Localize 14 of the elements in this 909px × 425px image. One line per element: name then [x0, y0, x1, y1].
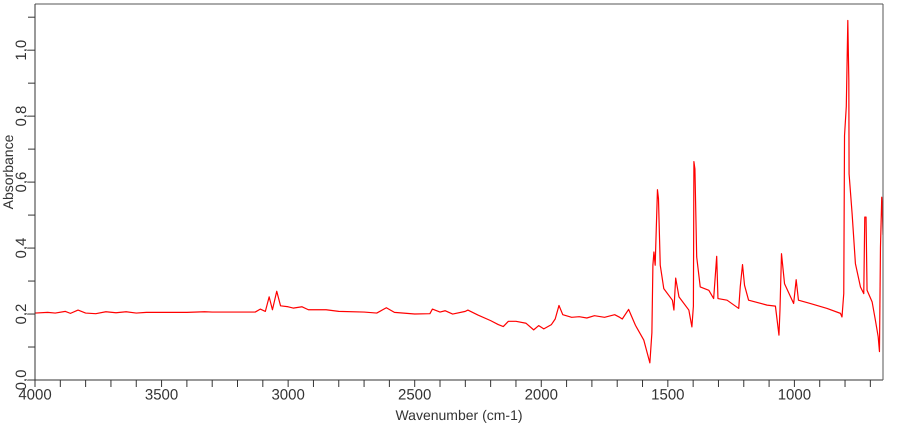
y-axis-title: Absorbance: [0, 134, 16, 210]
y-tick-label: 0,6: [13, 172, 30, 193]
x-tick-label: 1000: [778, 386, 812, 404]
x-tick-label: 2000: [524, 386, 558, 404]
x-tick-label: 3500: [144, 386, 178, 404]
line-series: [35, 20, 883, 364]
y-tick-label: 0,8: [13, 106, 30, 127]
y-tick-label: 0,4: [13, 238, 30, 258]
x-axis-title: Wavenumber (cm-1): [395, 407, 523, 423]
y-tick-label: 1,0: [13, 40, 30, 61]
y-tick-label: 0,2: [13, 304, 30, 324]
x-tick-label: 3000: [271, 386, 305, 404]
x-tick-label: 2500: [398, 386, 432, 404]
x-tick-label: 1500: [651, 386, 685, 404]
